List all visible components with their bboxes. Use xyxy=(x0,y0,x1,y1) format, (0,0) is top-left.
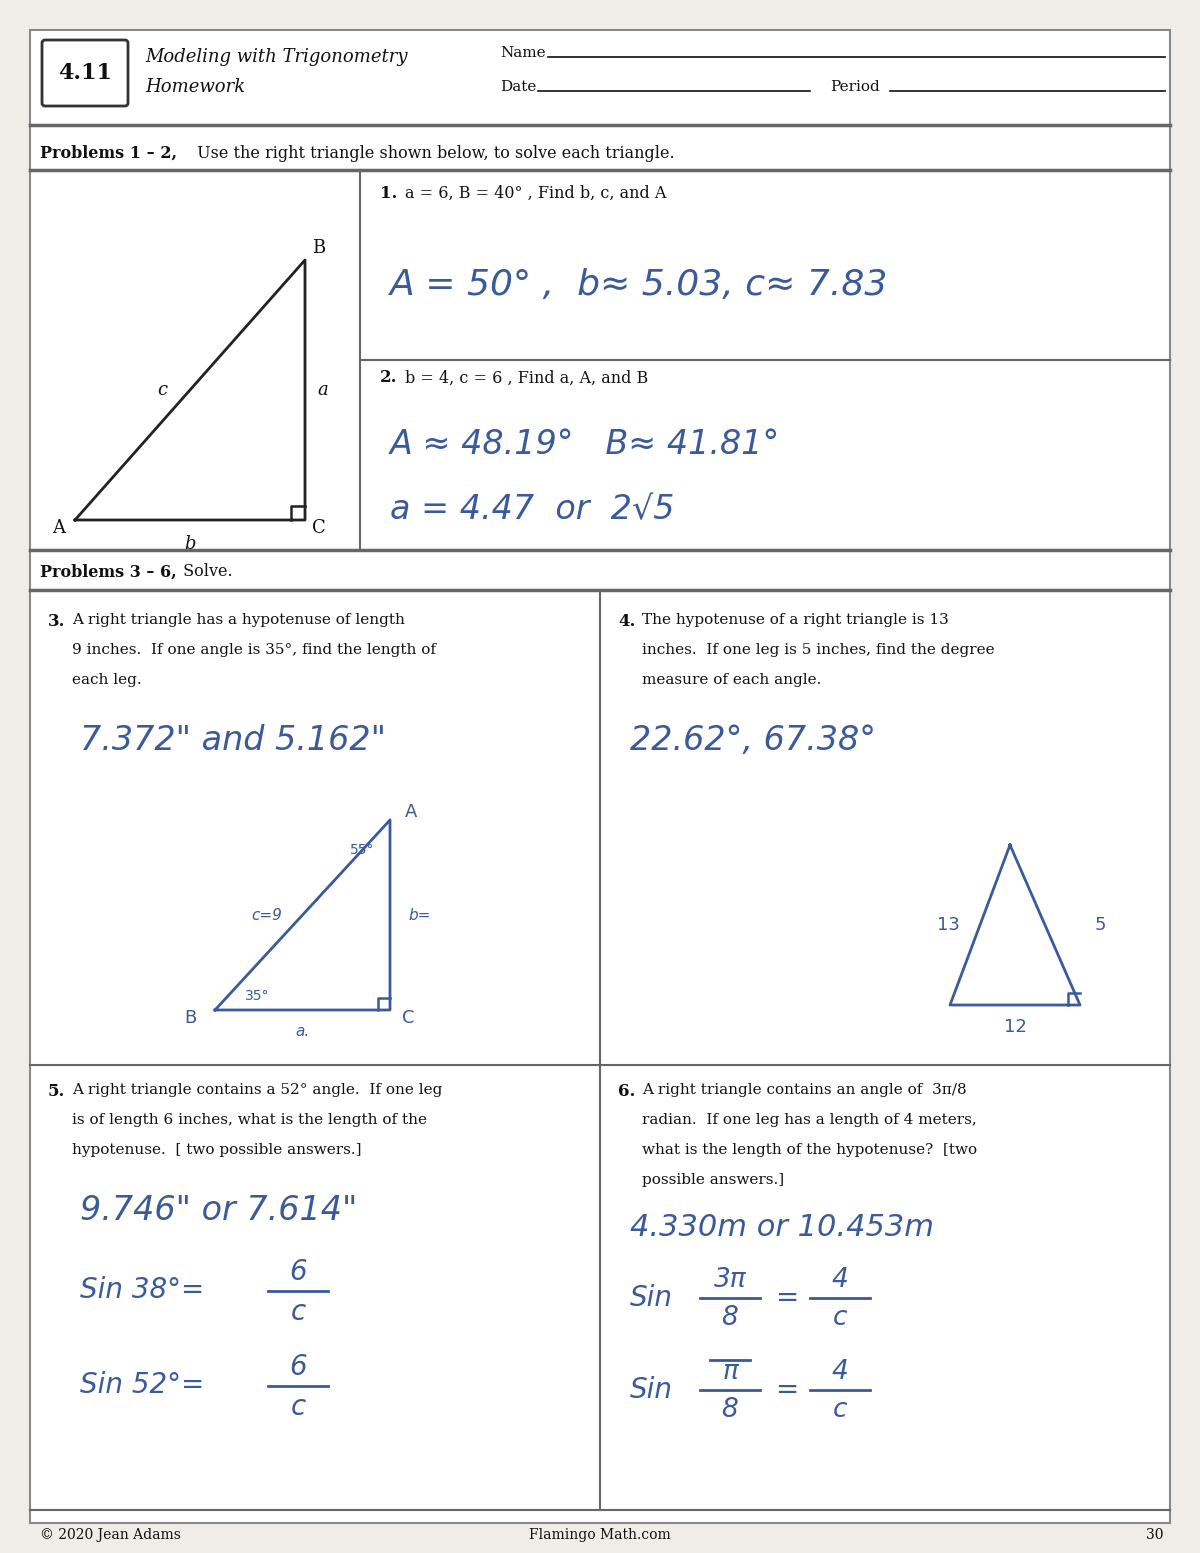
Text: 5.: 5. xyxy=(48,1082,65,1100)
Text: Flamingo Math.com: Flamingo Math.com xyxy=(529,1528,671,1542)
Text: measure of each angle.: measure of each angle. xyxy=(642,672,821,686)
Text: 4.11: 4.11 xyxy=(58,62,112,84)
Text: =: = xyxy=(775,1376,798,1404)
Text: C: C xyxy=(402,1009,414,1027)
Text: 6: 6 xyxy=(289,1353,307,1381)
Text: 13: 13 xyxy=(937,916,960,933)
Text: Period: Period xyxy=(830,81,880,95)
Text: radian.  If one leg has a length of 4 meters,: radian. If one leg has a length of 4 met… xyxy=(642,1114,977,1127)
Text: 4.330m or 10.453m: 4.330m or 10.453m xyxy=(630,1213,934,1242)
Text: possible answers.]: possible answers.] xyxy=(642,1173,784,1186)
Text: is of length 6 inches, what is the length of the: is of length 6 inches, what is the lengt… xyxy=(72,1114,427,1127)
Text: A ≈ 48.19°   B≈ 41.81°: A ≈ 48.19° B≈ 41.81° xyxy=(390,429,780,461)
Text: a.: a. xyxy=(295,1025,310,1039)
Text: 55°: 55° xyxy=(349,843,374,857)
Text: a = 6, B = 40° , Find b, c, and A: a = 6, B = 40° , Find b, c, and A xyxy=(406,185,666,202)
Text: c: c xyxy=(833,1305,847,1331)
Text: =: = xyxy=(775,1284,798,1312)
Text: 8: 8 xyxy=(721,1398,738,1423)
Text: 12: 12 xyxy=(1003,1019,1026,1036)
Text: Use the right triangle shown below, to solve each triangle.: Use the right triangle shown below, to s… xyxy=(192,144,674,162)
Text: Problems 1 – 2,: Problems 1 – 2, xyxy=(40,144,178,162)
Text: c=9: c=9 xyxy=(252,907,282,922)
Text: Modeling with Trigonometry: Modeling with Trigonometry xyxy=(145,48,408,65)
Text: 4.: 4. xyxy=(618,613,635,631)
Text: Sin: Sin xyxy=(630,1284,673,1312)
Text: 6: 6 xyxy=(289,1258,307,1286)
Text: Homework: Homework xyxy=(145,78,245,96)
Text: 4: 4 xyxy=(832,1267,848,1294)
Text: hypotenuse.  [ two possible answers.]: hypotenuse. [ two possible answers.] xyxy=(72,1143,361,1157)
Text: c: c xyxy=(157,380,167,399)
Text: Sin: Sin xyxy=(630,1376,673,1404)
Text: © 2020 Jean Adams: © 2020 Jean Adams xyxy=(40,1528,181,1542)
Text: what is the length of the hypotenuse?  [two: what is the length of the hypotenuse? [t… xyxy=(642,1143,977,1157)
Text: A right triangle has a hypotenuse of length: A right triangle has a hypotenuse of len… xyxy=(72,613,404,627)
Text: c: c xyxy=(290,1298,306,1326)
FancyBboxPatch shape xyxy=(42,40,128,106)
Text: π: π xyxy=(722,1359,738,1385)
Text: each leg.: each leg. xyxy=(72,672,142,686)
Text: 4: 4 xyxy=(832,1359,848,1385)
Text: 9 inches.  If one angle is 35°, find the length of: 9 inches. If one angle is 35°, find the … xyxy=(72,643,436,657)
Text: Problems 3 – 6,: Problems 3 – 6, xyxy=(40,564,176,581)
Text: 5: 5 xyxy=(1096,916,1106,933)
Text: 6.: 6. xyxy=(618,1082,635,1100)
Text: b: b xyxy=(185,534,196,553)
Text: c: c xyxy=(833,1398,847,1423)
Text: A: A xyxy=(53,519,66,537)
Text: Date: Date xyxy=(500,81,536,95)
Text: A right triangle contains an angle of  3π/8: A right triangle contains an angle of 3π… xyxy=(642,1082,967,1096)
Text: B: B xyxy=(185,1009,197,1027)
Text: a = 4.47  or  2√5: a = 4.47 or 2√5 xyxy=(390,494,674,526)
Text: inches.  If one leg is 5 inches, find the degree: inches. If one leg is 5 inches, find the… xyxy=(642,643,995,657)
Text: 3π: 3π xyxy=(714,1267,746,1294)
Text: Solve.: Solve. xyxy=(178,564,233,581)
Text: 8: 8 xyxy=(721,1305,738,1331)
Text: 3.: 3. xyxy=(48,613,66,631)
Text: 30: 30 xyxy=(1146,1528,1164,1542)
Text: 1.: 1. xyxy=(380,185,397,202)
Text: a: a xyxy=(318,380,329,399)
Text: 7.372" and 5.162": 7.372" and 5.162" xyxy=(80,724,386,756)
Text: 2.: 2. xyxy=(380,370,397,387)
Text: B: B xyxy=(312,239,325,256)
Text: The hypotenuse of a right triangle is 13: The hypotenuse of a right triangle is 13 xyxy=(642,613,949,627)
Text: b = 4, c = 6 , Find a, A, and B: b = 4, c = 6 , Find a, A, and B xyxy=(406,370,648,387)
Text: c: c xyxy=(290,1393,306,1421)
Text: 35°: 35° xyxy=(245,989,269,1003)
Text: 22.62°, 67.38°: 22.62°, 67.38° xyxy=(630,724,876,756)
Text: 9.746" or 7.614": 9.746" or 7.614" xyxy=(80,1194,358,1227)
Text: A = 50° ,  b≈ 5.03, c≈ 7.83: A = 50° , b≈ 5.03, c≈ 7.83 xyxy=(390,269,888,301)
Text: Sin 52°=: Sin 52°= xyxy=(80,1371,204,1399)
Text: A: A xyxy=(406,803,418,822)
Text: Sin 38°=: Sin 38°= xyxy=(80,1277,204,1305)
Text: Name: Name xyxy=(500,47,546,61)
Text: A right triangle contains a 52° angle.  If one leg: A right triangle contains a 52° angle. I… xyxy=(72,1082,443,1096)
Text: C: C xyxy=(312,519,326,537)
Text: b=: b= xyxy=(408,907,431,922)
